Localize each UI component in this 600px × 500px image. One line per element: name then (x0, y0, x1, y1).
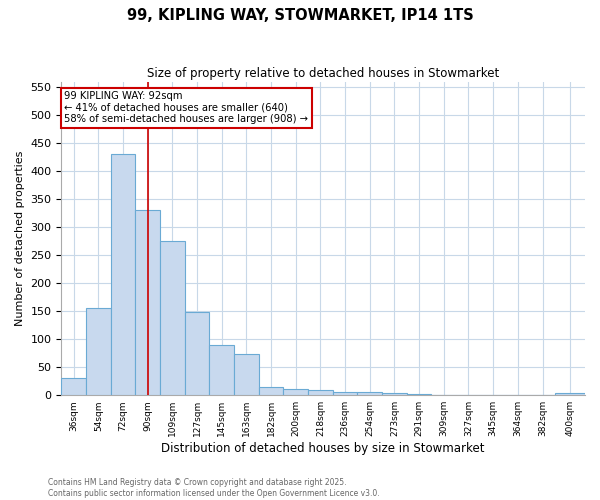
Bar (185, 312, 209, 395)
Bar (283, 389, 308, 395)
Bar (382, 393, 407, 395)
Bar (160, 241, 185, 395)
Title: Size of property relative to detached houses in Stowmarket: Size of property relative to detached ho… (147, 68, 499, 80)
Bar (431, 394, 456, 395)
Bar (209, 345, 234, 395)
Text: Contains HM Land Registry data © Crown copyright and database right 2025.
Contai: Contains HM Land Registry data © Crown c… (48, 478, 380, 498)
X-axis label: Distribution of detached houses by size in Stowmarket: Distribution of detached houses by size … (161, 442, 485, 455)
Bar (358, 392, 382, 395)
Y-axis label: Number of detached properties: Number of detached properties (15, 151, 25, 326)
Bar (506, 394, 530, 395)
Text: 99 KIPLING WAY: 92sqm
← 41% of detached houses are smaller (640)
58% of semi-det: 99 KIPLING WAY: 92sqm ← 41% of detached … (64, 91, 308, 124)
Bar (234, 354, 259, 395)
Bar (86, 308, 111, 395)
Bar (333, 392, 358, 395)
Bar (61, 378, 86, 395)
Bar (456, 394, 481, 395)
Bar (555, 393, 585, 395)
Bar (530, 394, 555, 395)
Bar (111, 154, 136, 395)
Bar (136, 210, 160, 395)
Bar (407, 394, 431, 395)
Bar (308, 390, 333, 395)
Bar (481, 394, 506, 395)
Bar (259, 388, 283, 395)
Text: 99, KIPLING WAY, STOWMARKET, IP14 1TS: 99, KIPLING WAY, STOWMARKET, IP14 1TS (127, 8, 473, 22)
